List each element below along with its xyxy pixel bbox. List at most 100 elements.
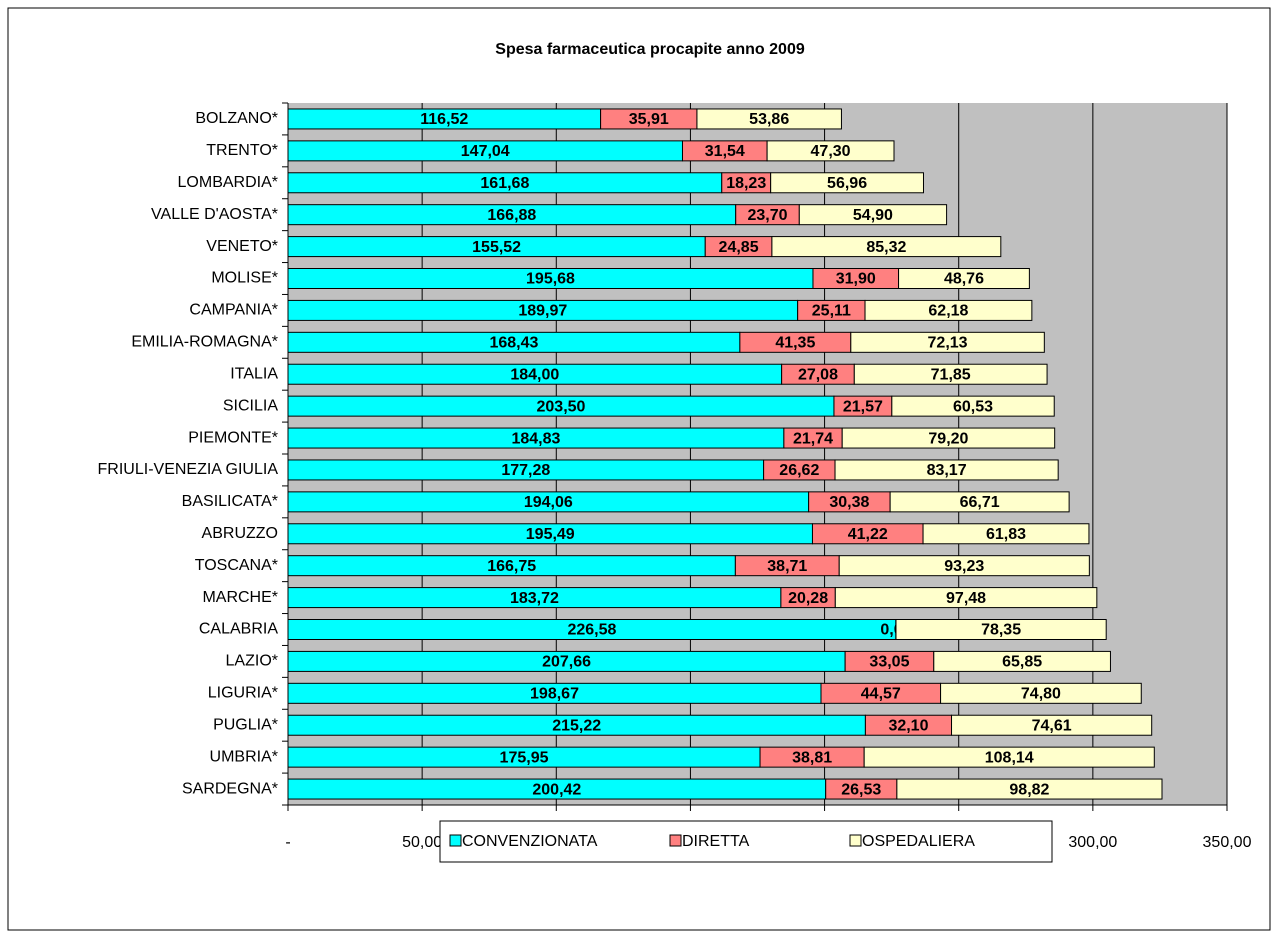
value-label: 184,83 — [511, 430, 560, 447]
value-label: 38,71 — [767, 558, 807, 575]
value-label: 78,35 — [981, 622, 1021, 639]
value-label: 56,96 — [827, 175, 867, 192]
value-label: 79,20 — [928, 430, 968, 447]
value-label: 21,57 — [843, 398, 883, 415]
value-label: 74,61 — [1032, 717, 1072, 734]
value-label: 215,22 — [552, 717, 601, 734]
bar-segment — [770, 172, 924, 194]
bar-segment — [864, 299, 1033, 321]
value-label: 41,22 — [848, 526, 888, 543]
value-label: 83,17 — [927, 462, 967, 479]
x-tick-label: 350,00 — [1203, 834, 1252, 851]
legend-label: CONVENZIONATA — [462, 833, 598, 850]
value-label: 108,14 — [985, 749, 1034, 766]
legend-swatch — [669, 834, 682, 847]
value-label: 48,76 — [944, 271, 984, 288]
value-label: 71,85 — [931, 366, 971, 383]
y-tick-label: EMILIA-ROMAGNA* — [131, 334, 278, 351]
x-tick-label: - — [285, 834, 290, 851]
bar-segment — [766, 140, 895, 162]
value-label: 198,67 — [530, 686, 579, 703]
value-label: 27,08 — [798, 366, 838, 383]
value-label: 72,13 — [928, 335, 968, 352]
y-tick-label: CALABRIA — [199, 621, 278, 638]
value-label: 226,58 — [567, 622, 616, 639]
value-label: 177,28 — [501, 462, 550, 479]
y-tick-label: LAZIO* — [226, 653, 278, 670]
legend-swatch — [449, 834, 462, 847]
value-label: 20,28 — [788, 590, 828, 607]
bar-segment — [838, 555, 1090, 577]
value-label: 203,50 — [537, 398, 586, 415]
value-label: 65,85 — [1002, 654, 1042, 671]
y-tick-label: FRIULI-VENEZIA GIULIA — [98, 461, 279, 478]
y-tick-label: UMBRIA* — [210, 748, 278, 765]
y-tick-label: SARDEGNA* — [182, 780, 278, 797]
bar-segment — [696, 108, 842, 130]
bar-segment — [841, 427, 1056, 449]
bar-segment — [898, 268, 1030, 289]
value-label: 62,18 — [928, 303, 968, 320]
y-tick-label: CAMPANIA* — [189, 302, 278, 319]
value-label: 147,04 — [461, 143, 510, 160]
value-label: 32,10 — [888, 717, 928, 734]
value-label: 184,00 — [510, 366, 559, 383]
legend-swatch — [849, 834, 862, 847]
y-tick-label: VENETO* — [206, 238, 278, 255]
value-label: 26,62 — [779, 462, 819, 479]
value-label: 26,53 — [841, 781, 881, 798]
legend-label: DIRETTA — [682, 833, 750, 850]
y-tick-label: MARCHE* — [202, 589, 278, 606]
x-tick-label: 300,00 — [1068, 834, 1117, 851]
bar-segment — [896, 778, 1163, 800]
value-label: 23,70 — [747, 207, 787, 224]
bar-segment — [834, 459, 1059, 481]
bar-segment — [863, 746, 1155, 768]
bar-segment — [951, 714, 1153, 736]
y-tick-label: TRENTO* — [206, 142, 278, 159]
bar-segment — [891, 395, 1055, 417]
value-label: 85,32 — [866, 239, 906, 256]
value-label: 200,42 — [532, 781, 581, 798]
y-tick-label: TOSCANA* — [195, 557, 278, 574]
bar-segment — [889, 491, 1070, 513]
bar-segment — [922, 523, 1090, 545]
value-label: 33,05 — [869, 654, 909, 671]
value-label: 194,06 — [524, 494, 573, 511]
value-label: 31,90 — [836, 271, 876, 288]
value-label: 35,91 — [629, 111, 669, 128]
bar-segment — [850, 331, 1045, 353]
value-label: 66,71 — [960, 494, 1000, 511]
value-label: 166,75 — [487, 558, 536, 575]
bar-segment — [834, 587, 1098, 609]
value-label: 53,86 — [749, 111, 789, 128]
y-tick-label: PIEMONTE* — [188, 429, 278, 446]
y-tick-label: VALLE D'AOSTA* — [151, 206, 278, 223]
value-label: 168,43 — [489, 335, 538, 352]
value-label: 74,80 — [1021, 686, 1061, 703]
value-label: 175,95 — [500, 749, 549, 766]
bar-segment — [933, 650, 1111, 672]
y-tick-label: LOMBARDIA* — [178, 174, 278, 191]
value-label: 195,49 — [526, 526, 575, 543]
value-label: 155,52 — [472, 239, 521, 256]
chart-title: Spesa farmaceutica procapite anno 2009 — [495, 41, 805, 58]
value-label: 189,97 — [518, 303, 567, 320]
y-tick-label: ITALIA — [230, 365, 278, 382]
bar-segment — [895, 619, 1107, 640]
value-label: 98,82 — [1009, 781, 1049, 798]
value-label: 207,66 — [542, 654, 591, 671]
value-label: 97,48 — [946, 590, 986, 607]
legend-box — [439, 820, 1053, 863]
bar-segment — [771, 236, 1002, 258]
bar-segment — [798, 204, 948, 226]
bar-segment — [940, 682, 1142, 704]
value-label: 41,35 — [775, 335, 815, 352]
value-label: 60,53 — [953, 398, 993, 415]
y-tick-label: ABRUZZO — [202, 525, 278, 542]
value-label: 47,30 — [811, 143, 851, 160]
value-label: 21,74 — [793, 430, 833, 447]
bar-segment — [853, 363, 1048, 385]
value-label: 18,23 — [726, 175, 766, 192]
